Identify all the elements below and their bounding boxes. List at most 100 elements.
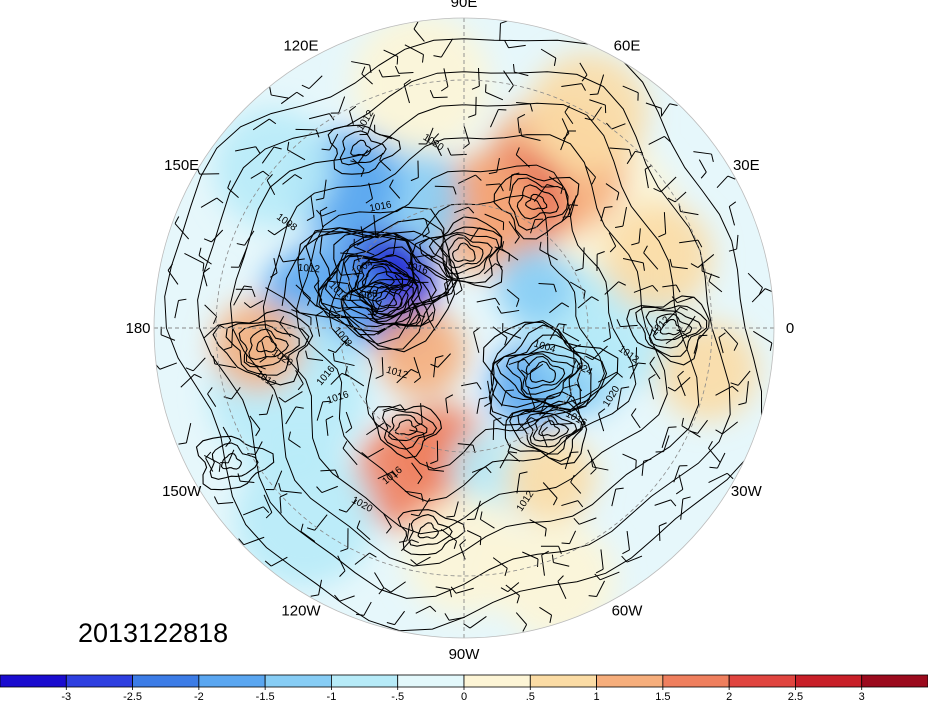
wind-barb-flag xyxy=(379,152,384,161)
wind-barb xyxy=(279,496,282,514)
wind-barb xyxy=(509,174,513,191)
wind-barb xyxy=(549,302,563,314)
wind-barb xyxy=(724,328,739,344)
wind-barb xyxy=(335,308,350,313)
wind-barb-flag xyxy=(689,430,698,434)
wind-barb xyxy=(381,357,384,376)
wind-barb xyxy=(392,234,397,255)
isobar xyxy=(488,320,608,419)
wind-barb-flag xyxy=(649,356,655,364)
wind-barb xyxy=(569,530,577,544)
wind-barb xyxy=(708,280,723,293)
wind-barb-flag xyxy=(596,251,605,255)
map-disk: 1012102010161008101210161004988101610201… xyxy=(154,18,774,638)
contour-label: 988 xyxy=(361,289,379,301)
wind-barb xyxy=(454,206,469,214)
wind-barb-flag xyxy=(675,284,681,293)
wind-barb-flag xyxy=(622,549,630,555)
wind-barb-flag xyxy=(682,332,690,338)
wind-barb xyxy=(530,219,536,234)
wind-barb xyxy=(641,461,645,476)
wind-barb-flag xyxy=(561,302,570,308)
colorbar-box xyxy=(331,674,399,688)
wind-barb xyxy=(516,473,521,494)
wind-barb xyxy=(666,306,681,322)
wind-barb xyxy=(405,314,418,330)
wind-barb xyxy=(561,83,582,87)
wind-barb-flag xyxy=(520,369,529,375)
wind-barb-flag xyxy=(345,427,353,434)
wind-barb xyxy=(424,218,430,233)
wind-barb xyxy=(564,111,574,125)
wind-barb xyxy=(457,174,476,184)
wind-barb xyxy=(427,318,436,331)
wind-barb-flag xyxy=(447,147,452,156)
wind-barb-flag xyxy=(212,316,218,324)
wind-barb xyxy=(234,146,256,152)
wind-barb xyxy=(346,499,358,513)
colorbar-boxes xyxy=(0,674,928,688)
wind-barb-flag xyxy=(715,429,723,435)
wind-barb-flag xyxy=(681,417,684,426)
wind-barb xyxy=(527,386,536,408)
wind-barb xyxy=(716,452,726,469)
wind-barb-flag xyxy=(516,595,520,604)
wind-barb xyxy=(538,283,554,285)
wind-barb-flag xyxy=(616,319,621,327)
wind-barb-flag xyxy=(410,559,418,566)
wind-barb xyxy=(569,281,586,292)
wind-barb-flag xyxy=(508,253,510,262)
anomaly-blob xyxy=(350,18,491,154)
wind-barb xyxy=(310,195,315,217)
wind-barb xyxy=(261,146,275,164)
isobar xyxy=(538,420,560,437)
wind-barb xyxy=(238,247,248,268)
colorbar-box xyxy=(662,674,730,688)
wind-barb-flag xyxy=(643,245,648,254)
isobar xyxy=(428,232,500,280)
wind-barb-flag xyxy=(450,586,457,594)
wind-barb xyxy=(561,204,571,222)
wind-barb xyxy=(409,429,424,434)
wind-barb-flag xyxy=(360,169,365,177)
wind-barb-flag xyxy=(178,298,187,301)
wind-barb xyxy=(352,158,365,170)
wind-barb-flag xyxy=(339,570,346,577)
wind-barb xyxy=(383,513,392,528)
wind-barb xyxy=(394,610,405,625)
wind-barb-flag xyxy=(440,86,449,92)
isobar xyxy=(209,442,259,480)
longitude-label: 120E xyxy=(283,38,318,55)
wind-barb-flag xyxy=(628,149,633,158)
wind-barb xyxy=(368,182,373,199)
wind-barb xyxy=(411,462,423,478)
wind-barb-flag xyxy=(345,365,348,375)
wind-barb xyxy=(631,414,641,429)
wind-barb xyxy=(502,330,522,339)
wind-barb-flag xyxy=(615,487,624,490)
wind-barb-flag xyxy=(325,415,334,421)
wind-barb xyxy=(353,246,375,256)
wind-barb-flag xyxy=(544,528,547,537)
anomaly-blob xyxy=(213,301,304,392)
wind-barb-flag xyxy=(653,187,661,193)
wind-barb-flag xyxy=(699,334,708,337)
wind-barb xyxy=(340,252,357,255)
wind-barb-flag xyxy=(355,613,364,616)
wind-barb-flag xyxy=(631,242,640,246)
wind-barb-flag xyxy=(449,589,452,598)
wind-barb-flag xyxy=(203,238,212,243)
wind-barb xyxy=(394,275,404,289)
wind-barb xyxy=(321,210,337,217)
wind-barb xyxy=(626,151,636,165)
wind-barb-flag xyxy=(269,87,272,96)
isobar xyxy=(297,217,453,350)
anomaly-blob xyxy=(495,246,576,327)
wind-barb-flag xyxy=(471,85,480,90)
wind-barb xyxy=(620,324,638,328)
wind-barb xyxy=(273,258,278,274)
wind-barb-flag xyxy=(445,394,454,399)
wind-barb xyxy=(246,361,266,370)
wind-barb xyxy=(661,427,669,448)
colorbar-label: -3 xyxy=(61,691,71,702)
